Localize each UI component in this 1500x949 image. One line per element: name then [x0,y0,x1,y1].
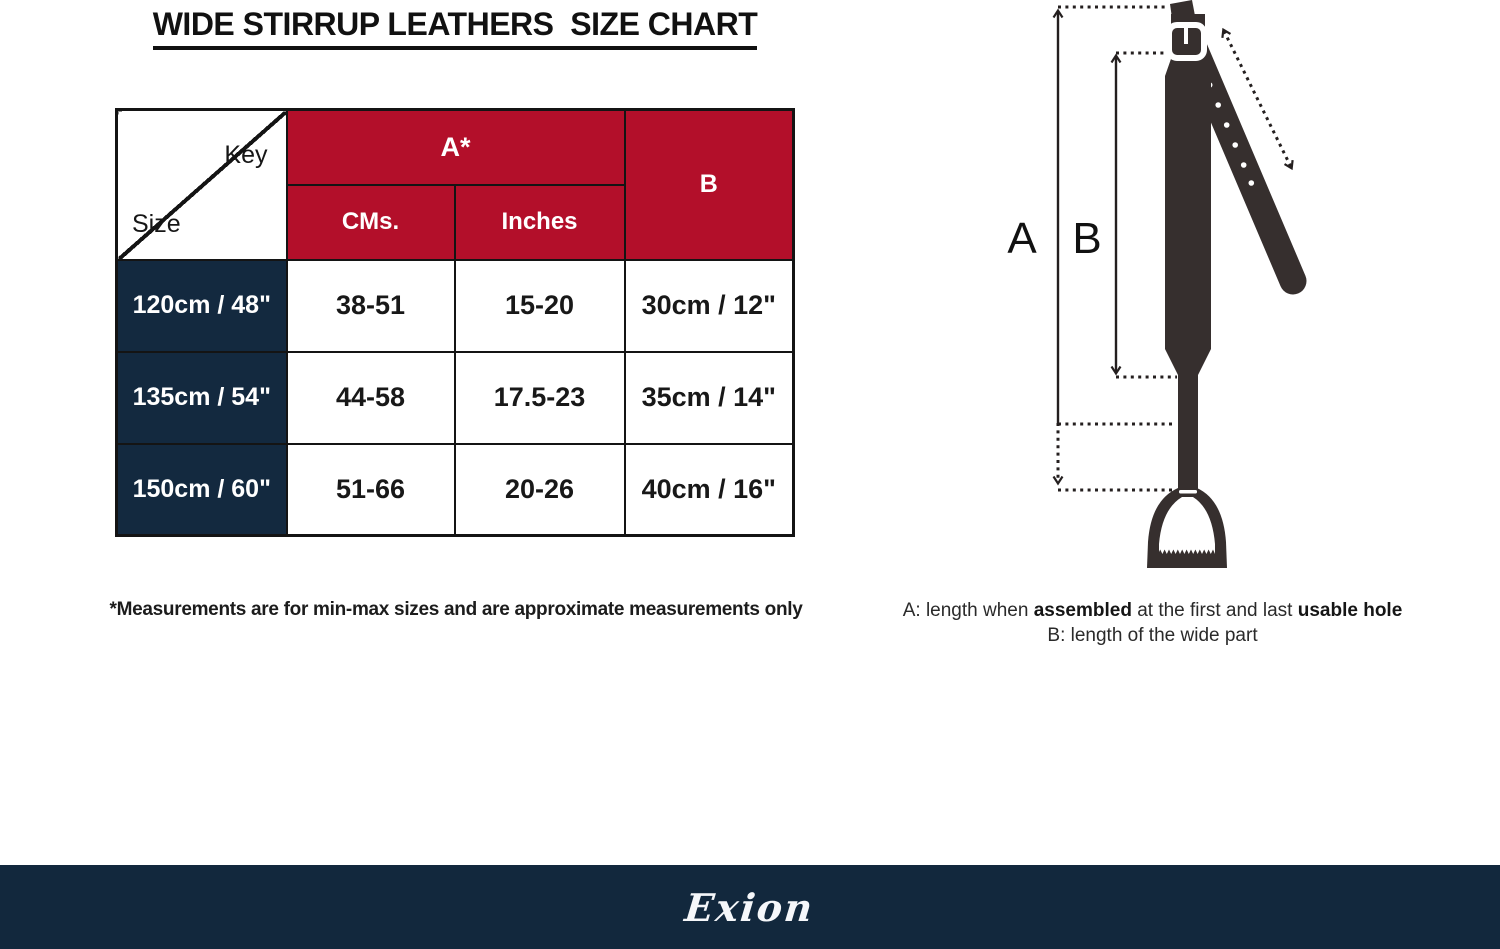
arrow-diagonal-strap [1221,27,1294,171]
page-title-text: WIDE STIRRUP LEATHERS SIZE CHART [152,6,758,50]
cms-cell: 51-66 [285,442,456,537]
size-cell: 135cm / 54" [115,350,288,445]
caption-line-b: B: length of the wide part [1047,625,1258,646]
strap-wide-body [1165,56,1211,496]
caption-a-prefix: A: length when [902,600,1034,621]
strap-top-tab [1170,0,1196,25]
cms-cell: 44-58 [285,350,456,445]
measurement-arrows [1052,5,1294,492]
b-cell: 35cm / 14" [623,350,795,445]
corner-size-label: Size [132,210,181,238]
stirrup-slot [1179,490,1197,494]
size-chart-table: Key Size A* B CMs. Inches 120cm / 48" 38… [115,108,796,537]
corner-cell: Key Size [115,108,288,261]
label-b: B [1072,214,1101,263]
caption-a-bold-assembled: assembled [1033,600,1132,621]
caption-a-bold-usable-hole: usable hole [1297,600,1403,621]
inches-cell: 20-26 [453,442,626,537]
size-cell: 120cm / 48" [115,258,288,353]
stirrup-inner-tread [1159,497,1215,554]
inches-cell: 17.5-23 [453,350,626,445]
caption-a-middle: at the first and last [1131,600,1298,621]
brand-logo: Exion [683,884,817,930]
header-cell-b: B [623,108,795,261]
label-a: A [1007,214,1037,263]
b-cell: 40cm / 16" [623,442,795,537]
stirrup-leather-illustration [1147,0,1307,568]
table-row: 120cm / 48" 38-51 15-20 30cm / 12" [115,258,795,353]
table-row: 150cm / 60" 51-66 20-26 40cm / 16" [115,442,795,537]
page-title: WIDE STIRRUP LEATHERS SIZE CHART [0,6,910,50]
table-header-row-2: CMs. Inches [117,183,794,261]
subheader-cell-cms: CMs. [285,183,456,261]
table-row: 135cm / 54" 44-58 17.5-23 35cm / 14" [115,350,795,445]
b-cell: 30cm / 12" [623,258,795,353]
table-header-row-1: Key Size A* B [115,108,795,261]
diagram-caption: A: length when assembled at the first an… [870,598,1435,648]
stirrup-leather-diagram: A B [1007,0,1307,568]
caption-line-a: A: length when assembled at the first an… [870,598,1435,623]
measurements-footnote: *Measurements are for min-max sizes and … [109,599,803,620]
corner-key-label: Key [224,141,268,169]
footer-bar: Exion [0,865,1500,949]
inches-cell: 15-20 [453,258,626,353]
size-cell: 150cm / 60" [115,442,288,537]
header-cell-a: A* [285,108,626,186]
cms-cell: 38-51 [285,258,456,353]
subheader-cell-inches: Inches [453,183,626,261]
